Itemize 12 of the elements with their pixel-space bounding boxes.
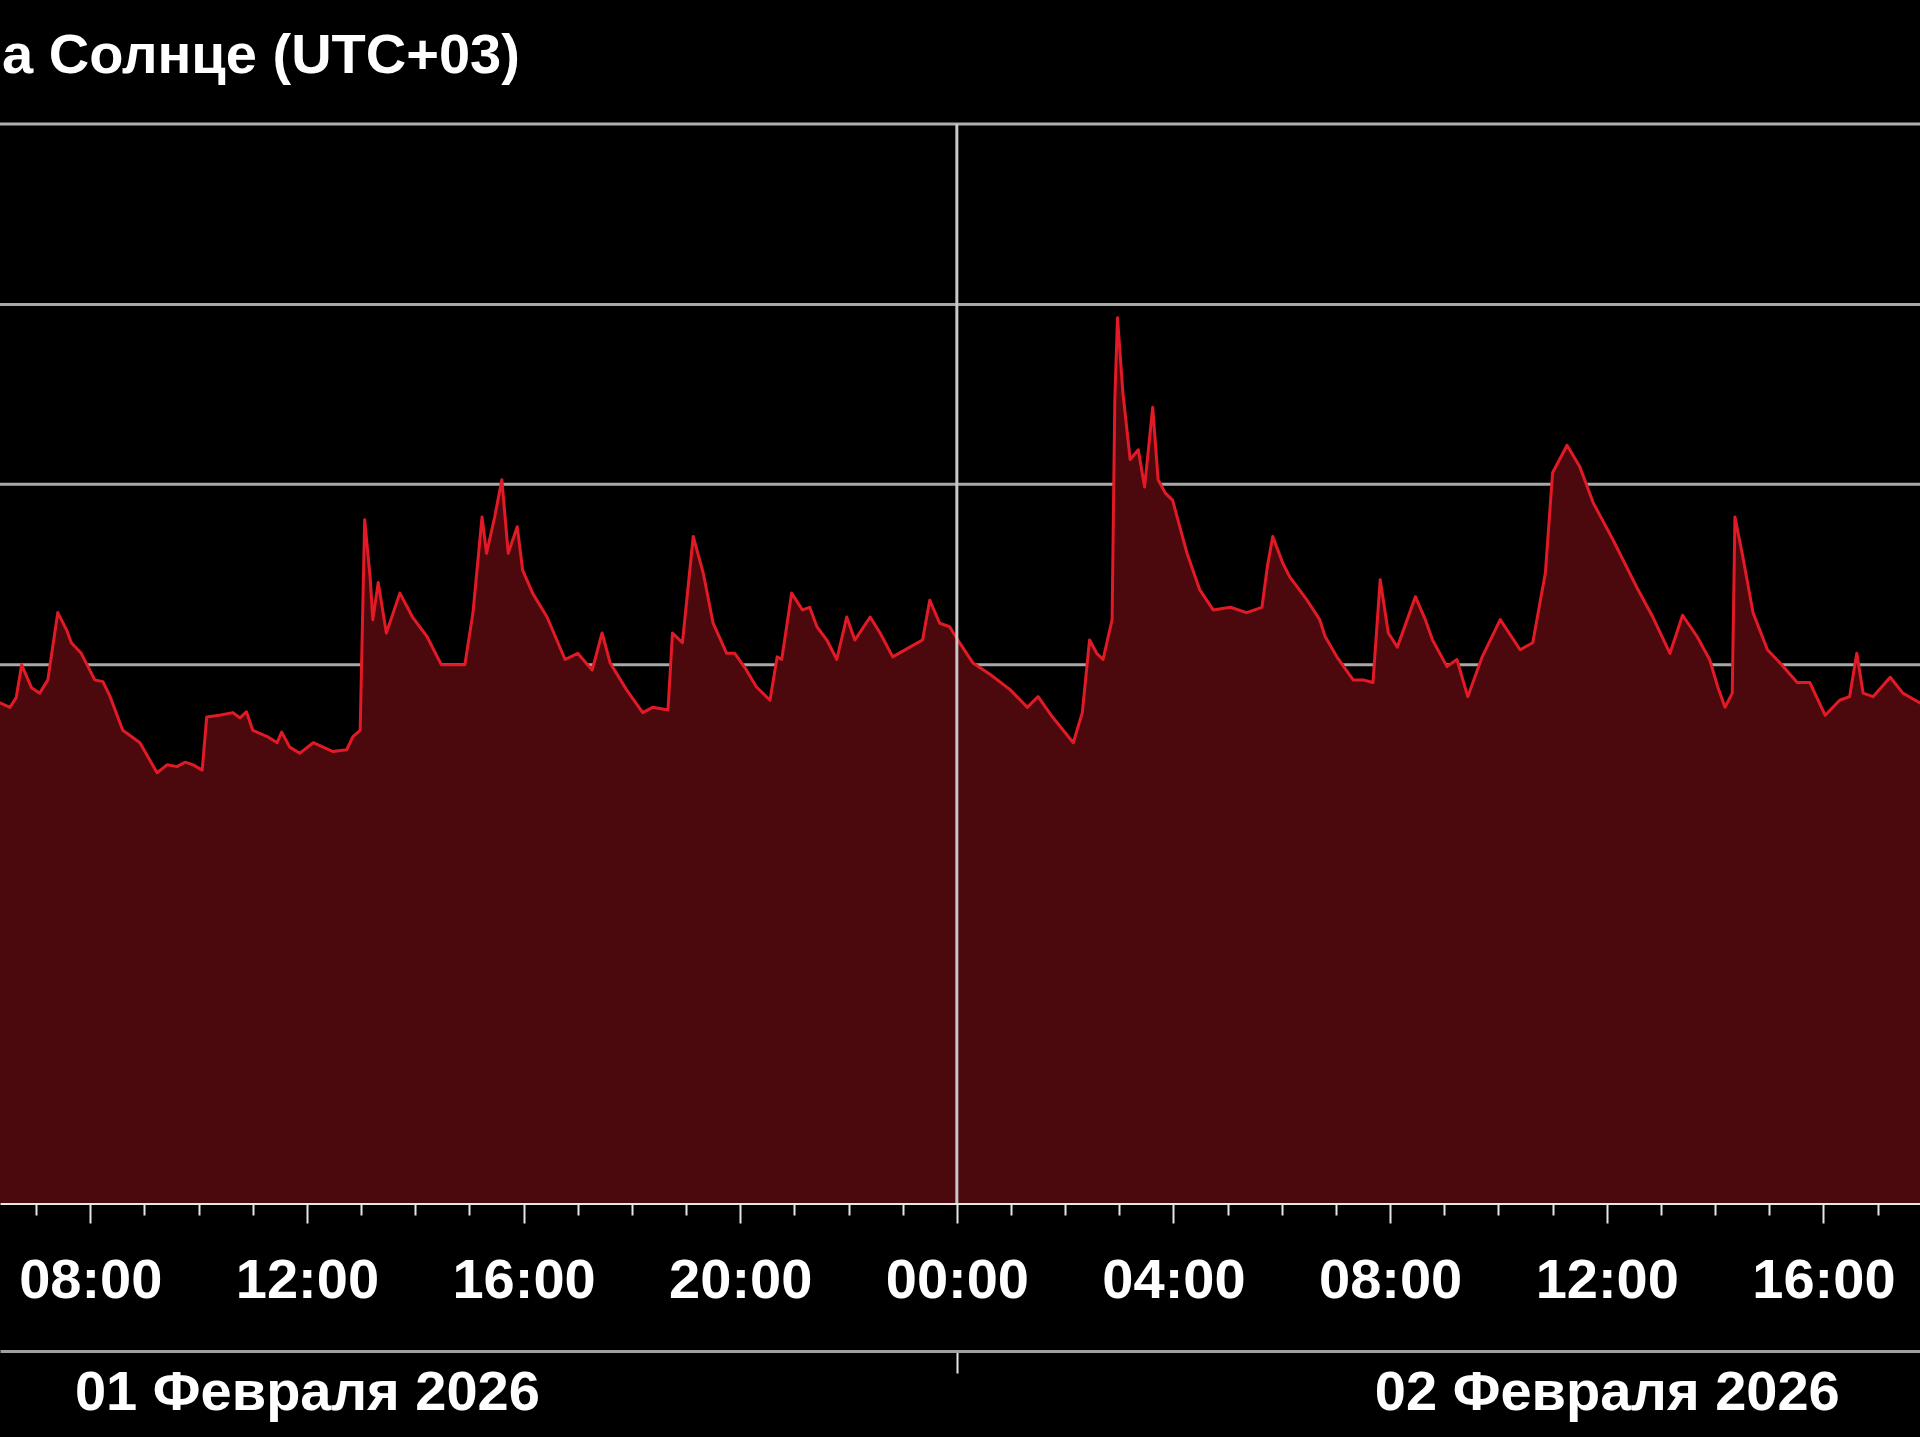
x-tick-label: 08:00 [1319,1246,1463,1310]
x-tick-label: 12:00 [235,1246,380,1310]
x-tick-label: 00:00 [885,1246,1029,1310]
chart-title: а Солнце (UTC+03) [2,21,520,85]
x2-tick-label: 02 Февраля 2026 [1374,1358,1840,1422]
x-tick-label: 16:00 [452,1246,596,1310]
x-tick-label: 08:00 [19,1246,163,1310]
x-tick-label: 12:00 [1535,1246,1679,1310]
x-tick-label: 16:00 [1752,1246,1896,1310]
x2-tick-label: 01 Февраля 2026 [74,1358,540,1422]
x-tick-label: 20:00 [669,1246,813,1310]
x-tick-label: 04:00 [1102,1246,1246,1310]
